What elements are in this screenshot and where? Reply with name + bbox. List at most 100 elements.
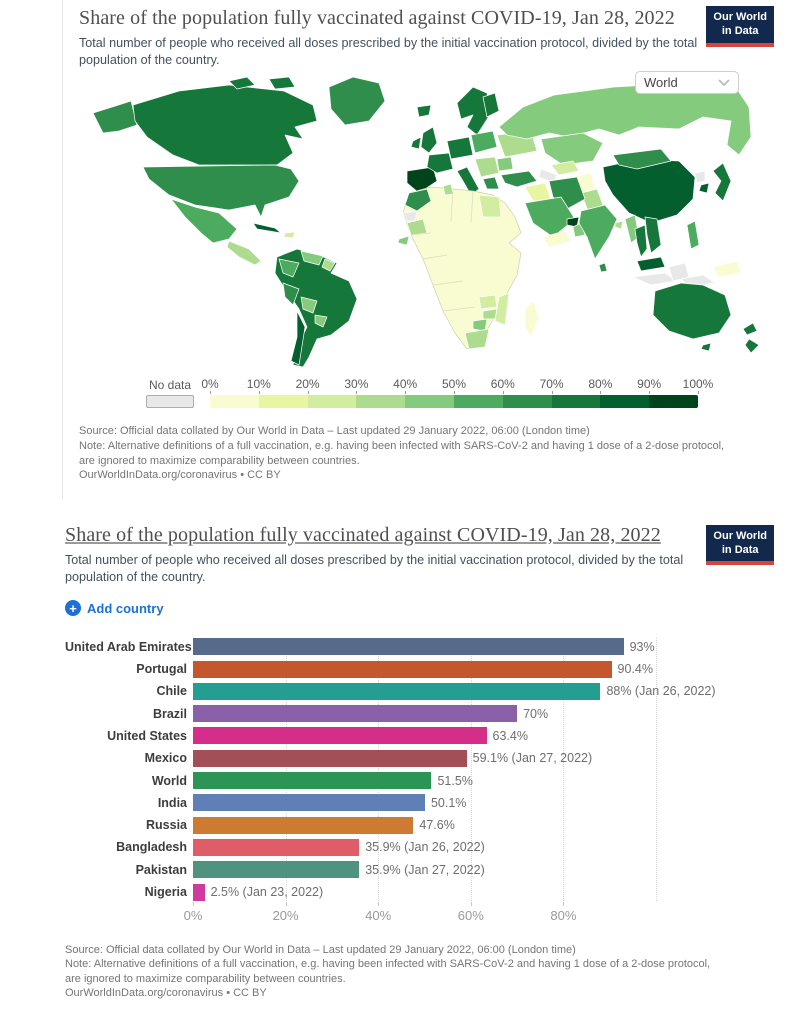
bar-chile[interactable] (193, 682, 601, 700)
map-region-tunisia[interactable] (442, 184, 454, 196)
bar-mexico[interactable] (193, 749, 467, 767)
legend-bin-30-40%[interactable] (356, 395, 406, 409)
map-region-new-zealand-north[interactable] (742, 323, 758, 336)
legend-bin-70-80%[interactable] (551, 395, 601, 409)
map-region-chile[interactable] (290, 311, 306, 366)
map-region-paraguay[interactable] (314, 315, 328, 328)
bar-world[interactable] (193, 772, 432, 790)
map-region-mongolia[interactable] (612, 149, 672, 170)
map-region-mexico[interactable] (170, 199, 238, 244)
map-region-canada[interactable] (132, 85, 318, 166)
map-region-uk[interactable] (420, 127, 438, 154)
map-region-central-america[interactable] (226, 241, 262, 266)
map-region-bangladesh[interactable] (614, 221, 624, 230)
map-region-saudi-arabia[interactable] (524, 197, 576, 238)
map-region-vietnam[interactable] (644, 217, 662, 254)
bar-bangladesh[interactable] (193, 838, 360, 856)
map-region-sri-lanka[interactable] (598, 263, 608, 273)
map-region-botswana[interactable] (472, 319, 488, 332)
add-country-button[interactable]: + Add country (65, 600, 164, 617)
map-region-hispaniola[interactable] (283, 232, 296, 239)
map-region-africa[interactable] (402, 187, 522, 350)
map-region-russia[interactable] (498, 83, 752, 156)
map-region-romania[interactable] (496, 157, 514, 172)
legend-bin-0-10%[interactable] (210, 395, 259, 409)
map-region-china[interactable] (602, 159, 696, 224)
bar-portugal[interactable] (193, 660, 612, 678)
legend-bin-80-90%[interactable] (600, 395, 650, 409)
legend-bin-20-30%[interactable] (307, 395, 357, 409)
map-region-arctic-1[interactable] (228, 77, 256, 90)
map-region-thailand[interactable] (634, 225, 648, 258)
map-region-kazakhstan[interactable] (540, 133, 604, 166)
legend-tick-label: 100% (682, 377, 714, 392)
map-region-greece[interactable] (482, 177, 500, 190)
map-region-bolivia[interactable] (300, 297, 318, 314)
map-region-borneo[interactable] (668, 263, 690, 282)
legend-tickmark (307, 391, 309, 395)
map-region-senegal[interactable] (397, 236, 410, 246)
map-region-australia[interactable] (652, 283, 732, 340)
map-region-philippines[interactable] (686, 221, 700, 250)
map-region-mauritania[interactable] (406, 219, 428, 236)
bar-brazil[interactable] (193, 705, 518, 723)
map-region-south-africa[interactable] (464, 329, 490, 350)
map-region-peru[interactable] (282, 283, 300, 306)
map-region-cuba[interactable] (252, 223, 282, 234)
africa-internal-borders (410, 189, 476, 312)
map-region-zambia[interactable] (478, 295, 498, 310)
map-region-egypt[interactable] (478, 195, 502, 218)
bar-pakistan[interactable] (193, 861, 360, 879)
bar-row: Nigeria 2.5% (Jan 23, 2022) (65, 883, 778, 901)
legend-bin-10-20%[interactable] (258, 395, 308, 409)
map-region-malaysia[interactable] (636, 257, 666, 272)
map-region-greenland[interactable] (328, 77, 386, 126)
map-region-zimbabwe[interactable] (482, 309, 498, 320)
map-region-turkey[interactable] (500, 171, 538, 188)
legend-bin-50-60%[interactable] (453, 395, 503, 409)
map-region-ireland[interactable] (410, 137, 422, 150)
legend-bin-90-100%[interactable] (649, 395, 698, 409)
map-region-morocco[interactable] (404, 189, 432, 212)
map-region-north-korea[interactable] (694, 171, 706, 184)
map-region-poland[interactable] (470, 131, 498, 154)
map-region-tasmania[interactable] (700, 343, 712, 352)
map-region-south-korea[interactable] (698, 183, 710, 194)
bar-russia[interactable] (193, 816, 414, 834)
map-region-japan[interactable] (712, 163, 732, 202)
map-region-venezuela[interactable] (300, 251, 324, 266)
map-region-madagascar[interactable] (524, 301, 540, 338)
map-region-syria-iraq[interactable] (524, 183, 552, 202)
bar-united-states[interactable] (193, 727, 487, 745)
map-region-uzbekistan[interactable] (550, 161, 580, 176)
owid-logo-line1: Our World (713, 529, 767, 542)
map-region-dropdown[interactable]: World (635, 71, 739, 95)
map-region-usa[interactable] (142, 165, 300, 218)
map-region-india[interactable] (578, 205, 618, 260)
map-region-papua-new-guinea[interactable] (712, 261, 742, 278)
bar-india[interactable] (193, 794, 425, 812)
map-region-germany[interactable] (446, 137, 474, 160)
legend-bin-60-70%[interactable] (502, 395, 552, 409)
map-region-guyana[interactable] (321, 259, 336, 272)
map-region-colombia[interactable] (278, 259, 300, 278)
bar-row: Chile 88% (Jan 26, 2022) (65, 682, 778, 700)
bar-category-label: Pakistan (135, 862, 187, 877)
map-region-yemen[interactable] (542, 231, 572, 248)
map-region-france[interactable] (426, 153, 454, 174)
bar-nigeria[interactable] (193, 883, 205, 901)
map-region-finland[interactable] (482, 93, 500, 118)
map-region-iceland[interactable] (416, 105, 432, 118)
legend-bin-40-50%[interactable] (405, 395, 454, 409)
map-region-arctic-2[interactable] (268, 77, 296, 90)
map-region-south-america[interactable] (274, 249, 358, 368)
bar-chart-title[interactable]: Share of the population fully vaccinated… (65, 523, 661, 546)
map-region-alaska[interactable] (92, 101, 138, 134)
map-region-western-sahara[interactable] (402, 211, 418, 222)
map-region-indonesia-west[interactable] (632, 273, 678, 286)
map-region-balkans[interactable] (474, 157, 500, 178)
bar-united-arab-emirates[interactable] (193, 638, 624, 656)
legend-tickmark (551, 391, 553, 395)
map-region-new-zealand-south[interactable] (744, 339, 760, 354)
map-region-mozambique[interactable] (494, 293, 510, 326)
